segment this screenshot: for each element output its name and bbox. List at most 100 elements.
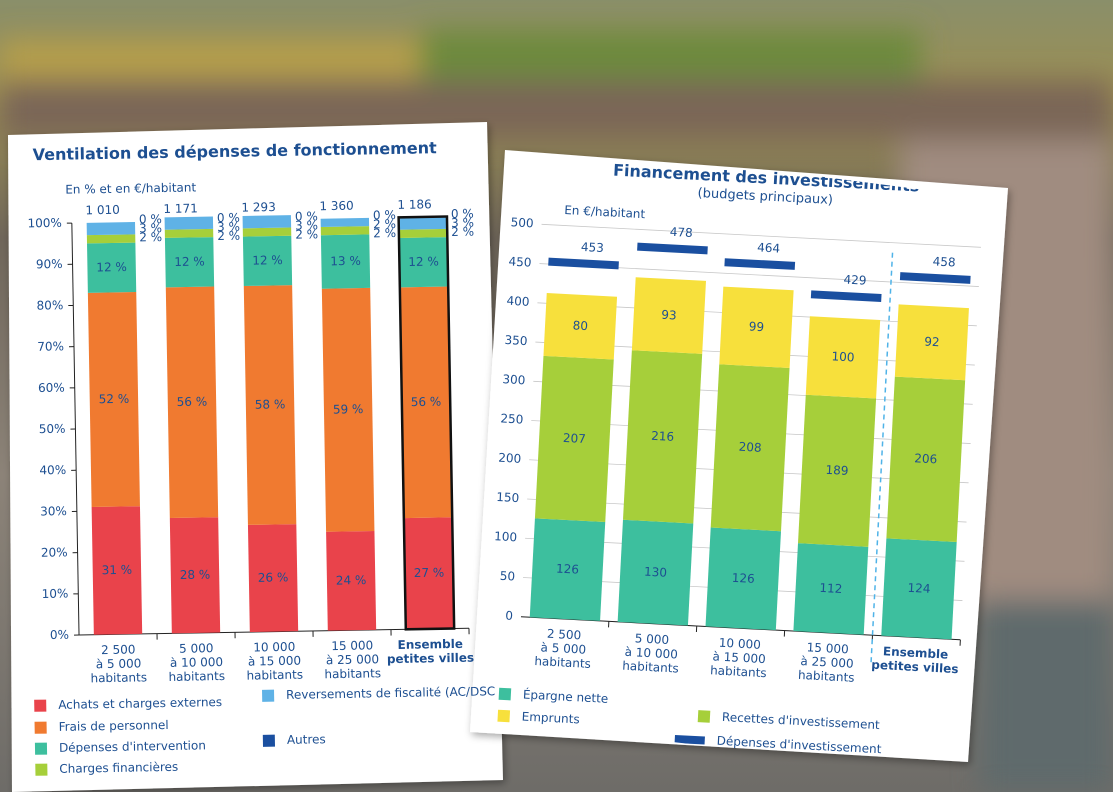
value-label: 0 % bbox=[373, 208, 396, 222]
highlight-outline bbox=[397, 215, 456, 631]
value-label: 28 % bbox=[180, 568, 211, 583]
x-tick-label: 10 000 bbox=[719, 636, 762, 652]
bar-segment bbox=[320, 226, 370, 236]
bar-segment bbox=[534, 355, 614, 523]
bar-segment bbox=[798, 394, 877, 547]
value-label: 56 % bbox=[177, 395, 208, 410]
x-tick-label: 5 000 bbox=[179, 641, 214, 656]
grid-line bbox=[541, 223, 981, 248]
x-tick-label: habitants bbox=[622, 659, 679, 676]
chart-subtitle: (budgets principaux) bbox=[697, 186, 833, 208]
y-axis bbox=[71, 223, 80, 636]
dash-mark bbox=[548, 257, 619, 270]
value-label: 93 bbox=[661, 308, 677, 323]
bar-segment bbox=[86, 221, 136, 236]
bar-segment bbox=[321, 287, 375, 532]
y-tick-label: 20% bbox=[41, 545, 68, 559]
total-label: 1 360 bbox=[319, 199, 354, 214]
y-tick-label: 70% bbox=[37, 339, 64, 353]
dash-mark bbox=[637, 242, 708, 255]
value-label: 2 % bbox=[373, 226, 396, 240]
bar-segment bbox=[710, 364, 790, 532]
bar-segment bbox=[399, 286, 453, 519]
legend-swatch bbox=[674, 734, 705, 745]
x-tick-label: petites villes bbox=[871, 658, 959, 677]
value-label: 52 % bbox=[99, 392, 130, 407]
value-label: 13 % bbox=[330, 254, 361, 269]
value-label: 207 bbox=[563, 431, 587, 446]
value-label: 2 % bbox=[295, 227, 318, 241]
x-tick-label: habitants bbox=[246, 668, 303, 683]
bar-segment bbox=[87, 291, 140, 508]
value-label: 216 bbox=[651, 429, 675, 444]
value-label: 124 bbox=[907, 581, 931, 596]
bar-segment bbox=[169, 517, 221, 634]
x-tick-label: habitants bbox=[710, 663, 767, 680]
legend-label: Charges financières bbox=[59, 760, 178, 776]
value-label: 206 bbox=[914, 451, 938, 466]
legend-swatch bbox=[497, 709, 511, 723]
bar-segment bbox=[622, 350, 703, 524]
x-tick-label: à 25 000 bbox=[800, 654, 854, 671]
value-label: 59 % bbox=[333, 402, 364, 417]
value-label: 3 % bbox=[139, 221, 162, 235]
value-label: 26 % bbox=[258, 570, 289, 585]
x-tick-label: 5 000 bbox=[634, 631, 669, 647]
y-tick-label: 200 bbox=[498, 451, 522, 466]
x-tick-label: à 10 000 bbox=[624, 645, 678, 662]
bar-segment bbox=[242, 215, 292, 229]
y-tick-label: 100% bbox=[27, 216, 62, 231]
x-tick-label: habitants bbox=[534, 654, 591, 671]
value-label: 92 bbox=[924, 334, 940, 349]
value-label: 189 bbox=[825, 463, 849, 478]
bar-segment bbox=[805, 316, 881, 399]
y-tick-label: 0% bbox=[50, 628, 69, 642]
bar-segment bbox=[617, 519, 694, 626]
x-tick-label: 15 000 bbox=[806, 640, 849, 656]
value-label: 458 bbox=[932, 254, 956, 269]
dash-mark bbox=[724, 258, 796, 270]
x-tick-label: petites villes bbox=[387, 651, 474, 667]
y-tick-label: 250 bbox=[500, 411, 524, 426]
bar-segment bbox=[164, 216, 214, 230]
value-label: 0 % bbox=[295, 209, 318, 223]
value-label: 80 bbox=[572, 318, 588, 333]
total-label: 1 293 bbox=[241, 200, 276, 215]
value-label: 0 % bbox=[217, 211, 240, 225]
value-label: 3 % bbox=[451, 216, 474, 230]
bar-segment bbox=[529, 518, 606, 621]
value-label: 12 % bbox=[408, 254, 439, 269]
y-tick-label: 300 bbox=[502, 372, 526, 387]
bar-segment bbox=[543, 293, 618, 360]
x-tick-label: à 25 000 bbox=[326, 652, 379, 667]
y-tick-label: 50% bbox=[39, 422, 66, 436]
bar-segment bbox=[242, 235, 293, 287]
bar-segment bbox=[894, 304, 969, 381]
bar-segment bbox=[719, 286, 794, 368]
x-tick-label: à 5 000 bbox=[96, 656, 142, 671]
value-label: 2 % bbox=[451, 225, 474, 239]
bar-segment bbox=[705, 527, 782, 631]
chart-right: Financement des investissements (budgets… bbox=[494, 160, 981, 756]
y-axis-label: En €/habitant bbox=[564, 203, 646, 221]
bar-segment bbox=[326, 530, 377, 631]
value-label: 0 % bbox=[139, 212, 162, 226]
value-label: 12 % bbox=[174, 254, 205, 269]
bar-segment bbox=[398, 237, 449, 288]
value-label: 464 bbox=[757, 240, 781, 255]
legend-label: Épargne nette bbox=[523, 686, 609, 705]
bar-segment bbox=[91, 506, 143, 635]
bar-segment bbox=[164, 237, 215, 288]
bar-segment bbox=[165, 286, 219, 519]
y-tick-label: 40% bbox=[39, 463, 66, 477]
y-tick-label: 90% bbox=[36, 257, 63, 271]
x-tick-label: habitants bbox=[90, 670, 147, 685]
y-tick-label: 60% bbox=[38, 381, 65, 395]
value-label: 3 % bbox=[295, 218, 318, 232]
legend-label: Emprunts bbox=[521, 709, 580, 726]
value-label: 208 bbox=[738, 440, 762, 455]
bar-segment bbox=[87, 242, 137, 293]
legend-label: Reversements de fiscalité (AC/DSC ; FPIC… bbox=[286, 682, 631, 702]
value-label: 12 % bbox=[252, 253, 283, 268]
